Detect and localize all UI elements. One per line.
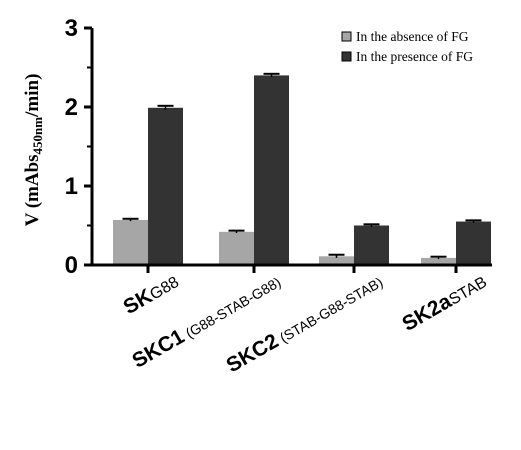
x-category-sub: STAB [446, 274, 490, 309]
x-category-label: SK2aSTAB [398, 269, 490, 335]
y-tick-label: 3 [65, 15, 78, 42]
bar-absence [219, 231, 254, 265]
x-category-main: SKC1 [128, 325, 188, 373]
y-tick-label: 0 [65, 252, 78, 279]
y-axis-label-suffix: /min) [22, 74, 43, 118]
x-category-main: SKC2 [222, 329, 282, 377]
legend-label-absence: In the absence of FG [356, 29, 469, 44]
y-axis-label: V (mAbs450nm/min) [22, 74, 45, 227]
legend-swatch-absence [341, 31, 352, 42]
legend: In the absence of FG In the presence of … [341, 29, 473, 64]
bar-presence [456, 221, 491, 265]
y-axis-label-prefix: V (mAbs [22, 154, 43, 226]
legend-swatch-presence [341, 51, 352, 62]
bar-absence [421, 257, 456, 265]
x-category-label: SKG88 [120, 269, 183, 319]
bar-presence [148, 107, 183, 265]
bar-presence [254, 75, 289, 266]
x-category-label: SKC2 (STAB-G88-STAB) [222, 269, 386, 377]
bar-presence [354, 225, 389, 265]
y-tick-label: 1 [65, 173, 78, 200]
x-category-sub: G88 [147, 274, 182, 304]
bar-absence [113, 219, 148, 265]
y-axis-label-subscript: 450nm [30, 117, 45, 155]
y-tick-label: 2 [65, 94, 78, 121]
plot-area [113, 72, 491, 266]
legend-label-presence: In the presence of FG [356, 49, 473, 64]
y-axis: 0 1 2 3 [65, 15, 94, 279]
x-category-sub: (STAB-G88-STAB) [274, 274, 386, 348]
bar-absence [319, 256, 354, 265]
